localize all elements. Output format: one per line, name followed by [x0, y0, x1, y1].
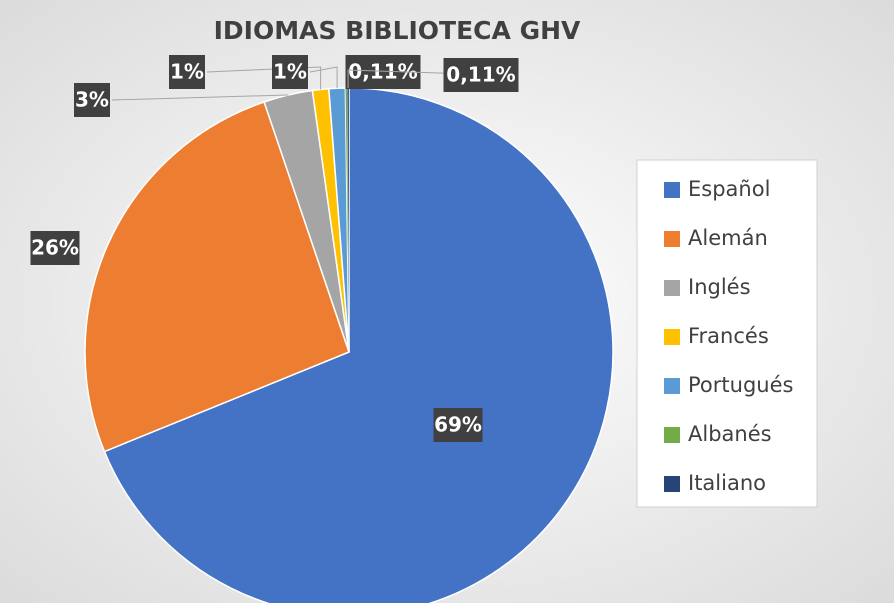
- legend-label: Portugués: [688, 373, 793, 397]
- data-label: 69%: [434, 413, 482, 437]
- legend-swatch: [664, 427, 680, 443]
- data-label-box: [169, 55, 205, 89]
- legend-swatch: [664, 378, 680, 394]
- legend-label: Inglés: [688, 275, 751, 299]
- legend-swatch: [664, 476, 680, 492]
- data-label: 26%: [31, 236, 79, 260]
- pie-slice: [84, 101, 350, 453]
- data-label-box: [30, 231, 80, 265]
- legend-label: Francés: [688, 324, 769, 348]
- chart-title: IDIOMAS BIBLIOTECA GHV: [214, 16, 581, 45]
- data-label-box: [443, 58, 519, 92]
- legend-swatch: [664, 329, 680, 345]
- leader-line: [309, 66, 338, 89]
- legend-swatch: [664, 182, 680, 198]
- legend-label: Alemán: [688, 226, 768, 250]
- data-label-box: [74, 83, 110, 117]
- legend-label: Italiano: [688, 471, 766, 495]
- leader-line: [111, 94, 289, 101]
- legend-swatch: [664, 231, 680, 247]
- pie-slice: [103, 87, 614, 603]
- data-label: 1%: [273, 60, 307, 84]
- data-label: 3%: [75, 88, 109, 112]
- legend-label: Español: [688, 177, 770, 201]
- leader-line: [206, 66, 322, 90]
- data-label: 1%: [170, 60, 204, 84]
- data-label-box: [433, 408, 483, 442]
- legend-swatch: [664, 280, 680, 296]
- data-label-box: [272, 55, 308, 89]
- data-label: 0,11%: [446, 63, 515, 87]
- legend-label: Albanés: [688, 422, 772, 446]
